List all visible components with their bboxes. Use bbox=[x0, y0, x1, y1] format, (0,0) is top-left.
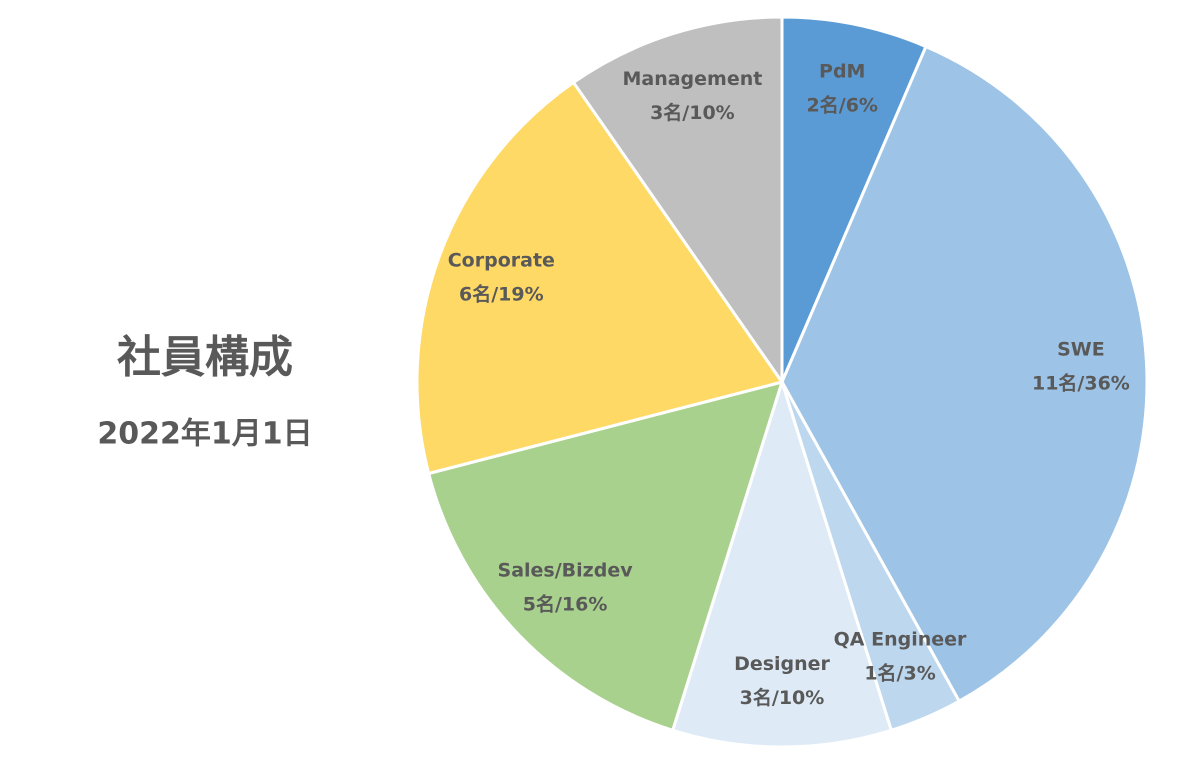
slice-value-label: 3名/10% bbox=[740, 686, 825, 709]
slice-label: SWE bbox=[1057, 338, 1105, 360]
slice-value-label: 11名/36% bbox=[1032, 371, 1130, 394]
slice-value-label: 3名/10% bbox=[650, 101, 735, 124]
pie-slice bbox=[780, 15, 928, 383]
slice-value-label: 6名/19% bbox=[459, 283, 544, 306]
pie-slice bbox=[780, 44, 1149, 704]
pie-slice bbox=[415, 80, 785, 476]
slice-label: Sales/Bizdev bbox=[498, 560, 634, 582]
slice-label: Management bbox=[622, 68, 762, 90]
slice-label: Designer bbox=[734, 653, 830, 675]
slice-value-label: 1名/3% bbox=[864, 662, 935, 685]
slice-value-label: 2名/6% bbox=[807, 93, 878, 116]
slice-label: QA Engineer bbox=[834, 629, 967, 651]
chart-subtitle: 2022年1月1日 bbox=[97, 417, 312, 452]
pie-slice bbox=[670, 376, 894, 749]
slice-value-label: 5名/16% bbox=[523, 593, 608, 616]
slice-label: PdM bbox=[819, 60, 865, 82]
pie-slice bbox=[426, 379, 785, 733]
slice-label: Corporate bbox=[448, 250, 555, 272]
chart-title: 社員構成 bbox=[117, 332, 293, 383]
pie-slice bbox=[571, 15, 784, 387]
